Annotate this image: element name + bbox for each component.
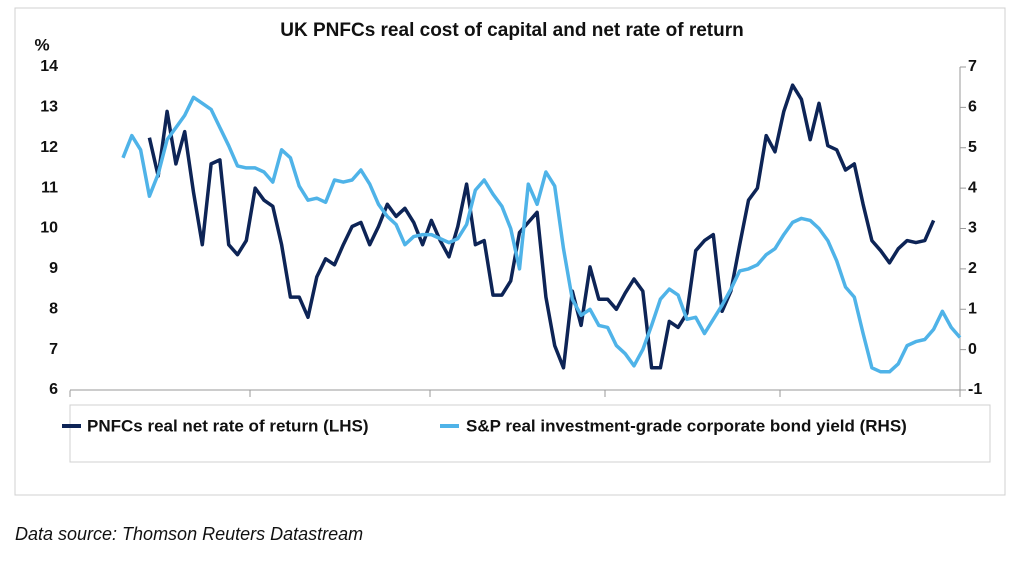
y-tick-label: 7 <box>49 341 58 358</box>
y-tick-label: 9 <box>49 260 58 277</box>
series-line <box>121 95 962 374</box>
y2-tick-label: 4 <box>968 179 977 196</box>
y2-tick-label: 7 <box>968 58 977 75</box>
y-axis-label: % <box>34 35 49 54</box>
legend-label: S&P real investment-grade corporate bond… <box>466 416 907 435</box>
y2-tick-label: 1 <box>968 300 977 317</box>
legend-label: PNFCs real net rate of return (LHS) <box>87 416 369 435</box>
y2-tick-label: 3 <box>968 220 977 237</box>
y2-tick-label: 2 <box>968 260 977 277</box>
y-tick-label: 8 <box>49 300 58 317</box>
y2-tick-label: -1 <box>968 381 982 398</box>
y-tick-label: 12 <box>40 139 58 156</box>
y2-tick-label: 6 <box>968 99 977 116</box>
source-note: Data source: Thomson Reuters Datastream <box>15 524 363 544</box>
y-tick-label: 10 <box>40 220 58 237</box>
x-axis-ticks <box>69 390 961 397</box>
chart-title: UK PNFCs real cost of capital and net ra… <box>280 20 743 41</box>
y-tick-label: 11 <box>41 179 58 196</box>
chart-frame <box>14 7 1006 496</box>
y-tick-label: 6 <box>49 381 58 398</box>
y-tick-label: 13 <box>40 99 58 116</box>
legend-box <box>69 404 991 463</box>
series-line <box>147 83 936 370</box>
y-tick-label: 14 <box>40 58 58 75</box>
y2-tick-label: 5 <box>968 139 977 156</box>
y2-tick-label: 0 <box>968 341 977 358</box>
